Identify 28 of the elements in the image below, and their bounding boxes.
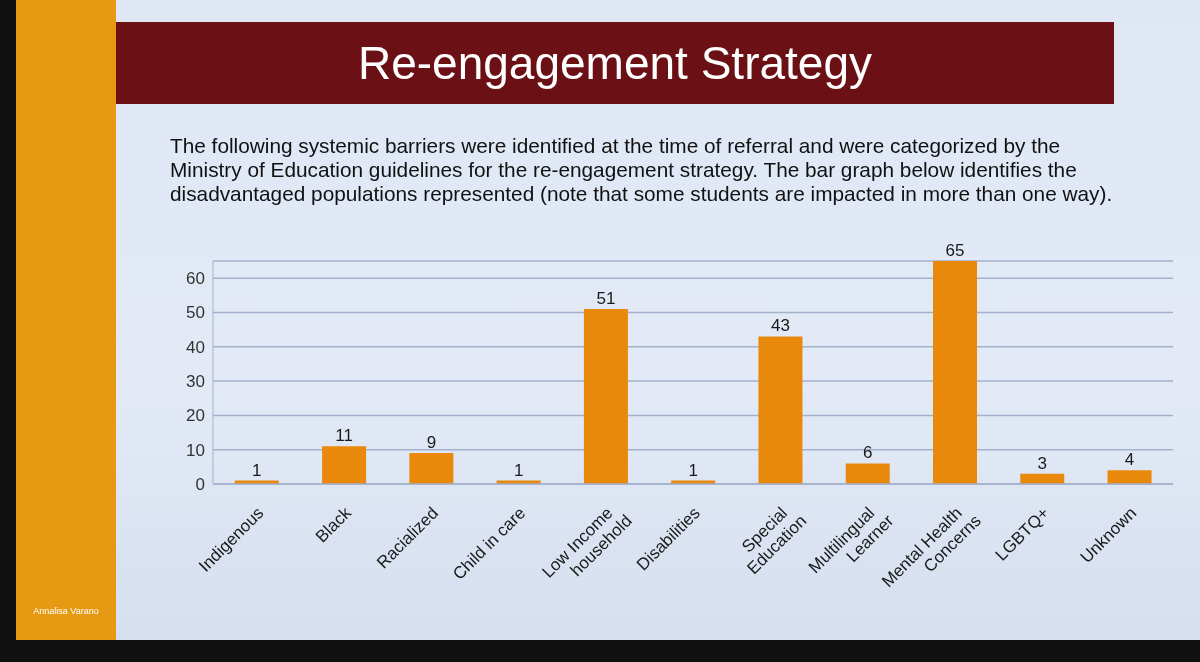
data-label: 9: [426, 433, 437, 453]
y-tick-label: 50: [186, 303, 205, 323]
y-tick-label: 30: [186, 372, 205, 392]
text: Annalisa Varano: [32, 606, 100, 616]
chart-title: Re-engagement Strategy: [116, 22, 1114, 104]
data-label: 3: [1037, 453, 1048, 473]
data-label: 6: [862, 443, 873, 463]
y-tick-label: 0: [195, 475, 205, 495]
bar: [845, 463, 890, 484]
y-tick-label: 60: [186, 269, 205, 289]
chart-subtitle: The following systemic barriers were identified at the time of referral and were categorized by the Ministry of Education guidelines for the re-engagement strategy. The bar graph below identifies the disadvantaged populations represented (note that some students are impacted in more than one way).: [170, 134, 1114, 206]
y-tick-label: 20: [186, 406, 205, 426]
bar: [409, 453, 454, 484]
bar: [933, 261, 977, 484]
data-label: 65: [945, 241, 965, 260]
y-tick-label: 10: [186, 440, 205, 460]
data-label: 43: [770, 316, 790, 336]
bar: [1107, 470, 1152, 484]
bar: [583, 309, 628, 484]
bar: [322, 446, 367, 484]
data-label: 1: [252, 460, 262, 480]
bar: [758, 336, 803, 484]
data-label: 11: [335, 426, 353, 446]
y-tick-label: 40: [186, 337, 205, 357]
data-label: 4: [1124, 450, 1135, 470]
data-label: 1: [513, 460, 524, 480]
data-label: 51: [596, 289, 616, 309]
data-label: 1: [688, 460, 698, 480]
